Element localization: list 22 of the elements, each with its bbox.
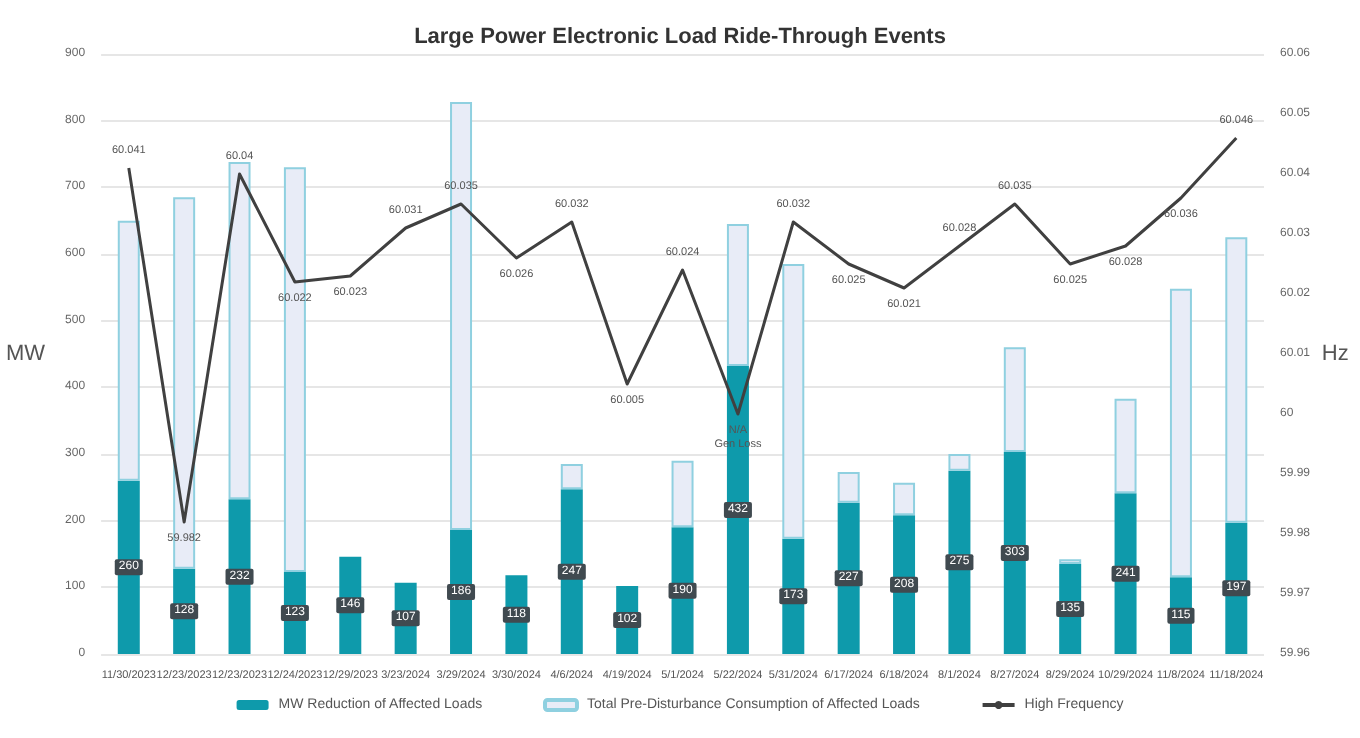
bar xyxy=(1225,237,1248,523)
bar xyxy=(948,454,971,471)
bar xyxy=(726,224,749,366)
bar xyxy=(1114,493,1137,654)
bar xyxy=(1003,347,1026,452)
bar xyxy=(560,464,583,490)
bar xyxy=(228,162,251,500)
bar xyxy=(893,482,916,516)
bar xyxy=(1169,288,1192,578)
y2-axis-title: Hz xyxy=(1321,342,1349,366)
bar xyxy=(117,220,140,481)
bar xyxy=(1003,452,1026,654)
bar xyxy=(782,264,805,539)
chart-title: Large Power Electronic Load Ride-Through Events xyxy=(414,25,946,49)
bar xyxy=(1114,398,1137,494)
bar xyxy=(948,470,971,654)
bar xyxy=(560,489,583,654)
y-axis-title: MW xyxy=(6,342,47,366)
bar xyxy=(117,480,140,654)
bar xyxy=(671,460,694,528)
bar xyxy=(228,499,251,654)
bar xyxy=(837,472,860,503)
